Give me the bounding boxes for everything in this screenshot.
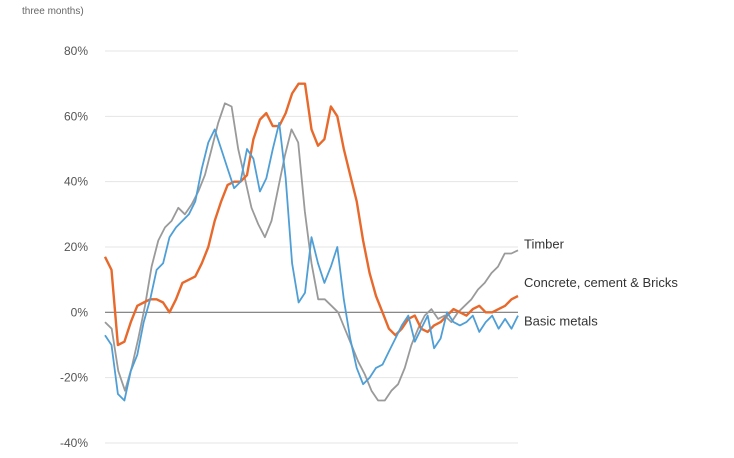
series-label: Concrete, cement & Bricks	[524, 275, 678, 290]
series-line-concrete-cement-bricks	[103, 82, 519, 347]
series-line-basic-metals	[104, 122, 519, 402]
series-label: Basic metals	[524, 314, 598, 329]
y-tick-label: 80%	[64, 44, 88, 58]
y-tick-label: 0%	[71, 305, 89, 319]
y-tick-label: 20%	[64, 240, 88, 254]
y-tick-label: -40%	[60, 436, 88, 450]
y-tick-label: -20%	[60, 371, 88, 385]
y-tick-label: 40%	[64, 175, 88, 189]
series-label: Timber	[524, 236, 565, 251]
series-line-timber	[104, 102, 519, 402]
series-lines	[103, 82, 519, 402]
series-labels: Timber Concrete, cement & Bricks Basic met…	[524, 236, 678, 328]
chart-header-fragment: three months)	[22, 6, 84, 17]
y-tick-label: 60%	[64, 109, 88, 123]
y-axis-ticks: -40% -20% 0% 20% 40% 60% 80%	[60, 44, 88, 450]
